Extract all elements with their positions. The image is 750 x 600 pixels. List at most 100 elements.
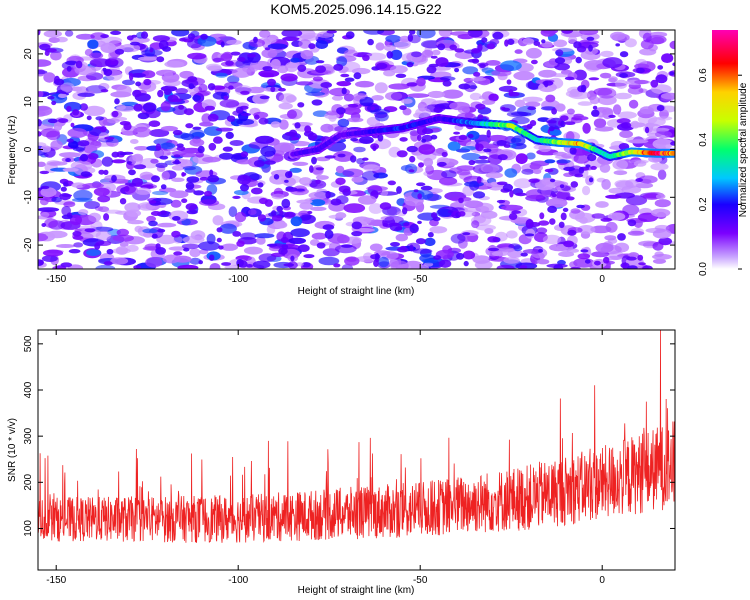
- spectrogram-noise-cell: [509, 189, 514, 198]
- spectrogram-noise-cell: [104, 136, 115, 140]
- spectrogram-noise-cell: [119, 242, 129, 247]
- spectrogram-noise-cell: [93, 187, 110, 197]
- spectrogram-noise-cell: [345, 31, 355, 39]
- spectrogram-noise-cell: [137, 56, 159, 61]
- spectrogram-noise-cell: [328, 214, 344, 219]
- spectrogram-noise-cell: [669, 40, 675, 50]
- spectrogram-noise-cell: [654, 199, 671, 208]
- spectrogram-noise-cell: [619, 73, 628, 78]
- spectrogram-noise-cell: [573, 153, 590, 164]
- spectrogram-noise-cell: [246, 264, 253, 268]
- spectrogram-noise-cell: [80, 171, 91, 178]
- spectrogram-noise-cell: [75, 60, 83, 69]
- spectrogram-noise-cell: [221, 262, 232, 266]
- spectrogram-noise-cell: [655, 74, 668, 84]
- spectrogram-noise-cell: [253, 160, 265, 167]
- spectrogram-noise-cell: [289, 167, 302, 173]
- spectrogram-noise-cell: [496, 181, 508, 186]
- spectrogram-noise-cell: [574, 173, 584, 178]
- spectrogram-noise-cell: [363, 164, 380, 172]
- spectrogram-noise-cell: [157, 228, 166, 233]
- spectrogram-noise-cell: [369, 243, 383, 252]
- spectrogram-noise-cell: [144, 243, 159, 251]
- spectrogram-noise-cell: [587, 154, 597, 162]
- spectrogram-noise-cell: [407, 93, 430, 98]
- spectrogram-noise-cell: [637, 254, 644, 261]
- spectrogram-noise-cell: [570, 181, 579, 188]
- spectrogram-noise-cell: [377, 133, 384, 142]
- spectrogram-noise-cell: [341, 87, 347, 95]
- spectrogram-noise-cell: [157, 89, 164, 98]
- spectrogram-noise-cell: [535, 179, 555, 191]
- spectrogram-noise-cell: [121, 101, 138, 106]
- spectrogram-noise-cell: [72, 231, 82, 237]
- spectrogram-noise-cell: [179, 37, 187, 42]
- spectrogram-noise-cell: [501, 204, 523, 211]
- spectrogram-noise-cell: [568, 35, 578, 44]
- spectrogram-noise-cell: [563, 166, 575, 172]
- colorbar-tick-label: 0.0: [698, 262, 709, 276]
- spectrogram-noise-cell: [537, 117, 550, 122]
- spectrogram-noise-cell: [351, 176, 364, 183]
- spectrogram-noise-cell: [475, 143, 484, 152]
- spectrogram-noise-cell: [296, 199, 313, 204]
- spectrogram-noise-cell: [510, 137, 522, 143]
- spectrogram-noise-cell: [207, 113, 219, 122]
- spectrogram-noise-cell: [303, 254, 315, 259]
- spectrogram-noise-cell: [64, 30, 74, 37]
- spectrogram-noise-cell: [318, 256, 340, 266]
- spectrogram-noise-cell: [207, 65, 223, 72]
- spectrogram-noise-cell: [353, 146, 366, 153]
- spectrogram-noise-cell: [262, 66, 273, 71]
- spectrogram-noise-cell: [655, 130, 672, 139]
- spectrogram-noise-cell: [212, 215, 224, 226]
- spectrogram-noise-cell: [178, 153, 197, 158]
- spectrogram-noise-cell: [140, 31, 149, 39]
- spectrogram-noise-cell: [410, 131, 420, 142]
- spectrogram-noise-cell: [38, 131, 42, 137]
- spectrogram-noise-cell: [514, 49, 523, 54]
- spectrogram-noise-cell: [216, 237, 222, 243]
- spectrogram-noise-cell: [103, 169, 109, 175]
- spectrogram-noise-cell: [152, 190, 169, 196]
- spectrogram-noise-cell: [617, 111, 637, 119]
- spectrogram-noise-cell: [266, 243, 278, 247]
- spectrogram-noise-cell: [336, 234, 350, 244]
- spectrogram-noise-cell: [122, 79, 135, 86]
- spectrogram-noise-cell: [610, 31, 626, 41]
- spectrogram-marks: [38, 30, 675, 269]
- spectrogram-noise-cell: [563, 172, 574, 177]
- spectrogram-noise-cell: [151, 175, 160, 183]
- spectrogram-noise-cell: [97, 195, 111, 203]
- spectrogram-noise-cell: [538, 248, 543, 253]
- spectrogram-noise-cell: [351, 231, 363, 237]
- spectrogram-noise-cell: [202, 156, 221, 163]
- spectrogram-noise-cell: [104, 209, 123, 214]
- spectrogram-noise-cell: [650, 162, 669, 171]
- spectrogram-noise-cell: [661, 53, 674, 63]
- spectrogram-noise-cell: [269, 173, 287, 185]
- spectrogram-y-ticks: -20 -10 0 10 20: [23, 48, 675, 252]
- spectrogram-noise-cell: [411, 189, 434, 200]
- spectrogram-noise-cell: [333, 63, 344, 71]
- spectrogram-noise-cell: [498, 247, 515, 253]
- spectrogram-noise-cell: [418, 144, 436, 155]
- spectrogram-noise-cell: [135, 187, 152, 195]
- spectrogram-noise-cell: [562, 207, 569, 212]
- spectrogram-noise-cell: [329, 87, 350, 97]
- spectrogram-noise-cell: [470, 77, 486, 82]
- spectrogram-noise-cell: [418, 162, 424, 168]
- spectrogram-noise-cell: [137, 112, 150, 120]
- spectrogram-noise-cell: [274, 221, 288, 229]
- spectrogram-noise-cell: [564, 76, 575, 81]
- spectrogram-noise-cell: [650, 36, 665, 45]
- spectrogram-noise-cell: [87, 153, 99, 160]
- spectrogram-noise-cell: [409, 155, 416, 163]
- spectrogram-noise-cell: [582, 185, 591, 196]
- spectrogram-noise-cell: [279, 210, 284, 216]
- spectrogram-noise-cell: [47, 118, 58, 124]
- spectrogram-noise-cell: [586, 36, 595, 41]
- spectrogram-noise-cell: [288, 237, 307, 244]
- spectrogram-noise-cell: [38, 119, 42, 127]
